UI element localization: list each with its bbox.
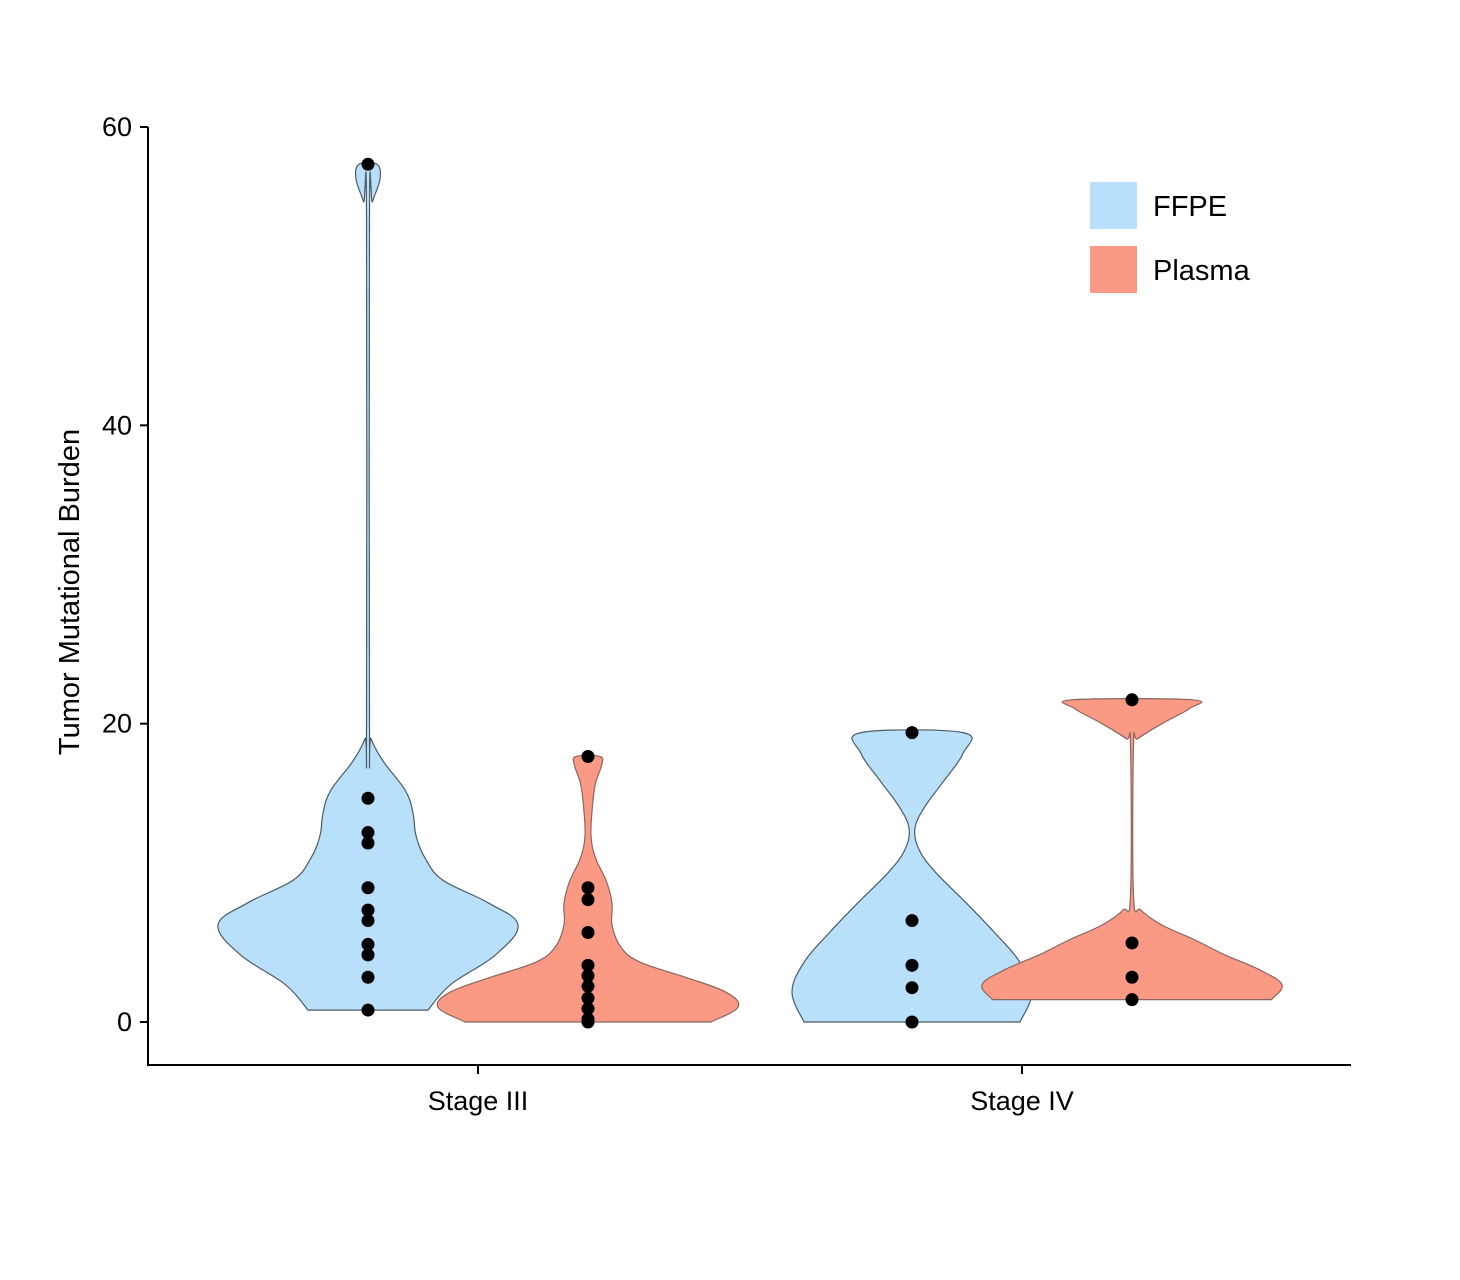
data-point: [581, 969, 595, 983]
data-point: [905, 914, 919, 928]
data-point: [361, 826, 375, 840]
y-tick-label: 60: [102, 112, 132, 142]
data-point: [361, 157, 375, 171]
data-point: [905, 1015, 919, 1029]
data-point: [581, 991, 595, 1005]
data-point: [361, 937, 375, 951]
data-point: [361, 881, 375, 895]
legend: FFPE Plasma: [1090, 182, 1251, 293]
data-point: [1125, 993, 1139, 1007]
y-tick-label: 20: [102, 709, 132, 739]
axes: [147, 127, 1351, 1066]
x-ticks: Stage III Stage IV: [428, 1065, 1074, 1116]
data-point: [581, 979, 595, 993]
data-point: [581, 893, 595, 907]
data-point: [1125, 936, 1139, 950]
y-tick-label: 40: [102, 410, 132, 440]
data-point: [905, 958, 919, 972]
data-point: [361, 836, 375, 850]
legend-label-ffpe: FFPE: [1153, 191, 1227, 223]
legend-swatch-ffpe: [1090, 182, 1137, 229]
data-point: [581, 1002, 595, 1016]
data-point: [581, 749, 595, 763]
violin-plasma-stage-iv: [981, 698, 1283, 1001]
data-point: [361, 903, 375, 917]
y-tick-label: 0: [117, 1007, 132, 1037]
data-point: [1125, 970, 1139, 984]
data-point: [361, 948, 375, 962]
legend-swatch-plasma: [1090, 246, 1137, 293]
y-axis-title: Tumor Mutational Burden: [54, 429, 86, 755]
legend-label-plasma: Plasma: [1153, 255, 1251, 287]
data-point: [905, 726, 919, 740]
data-points: [361, 157, 1139, 1029]
x-tick-label: Stage III: [428, 1086, 529, 1116]
data-point: [361, 970, 375, 984]
y-ticks: 0 20 40 60: [102, 112, 148, 1037]
data-point: [361, 1003, 375, 1017]
data-point: [581, 1015, 595, 1029]
data-point: [581, 881, 595, 895]
data-point: [581, 958, 595, 972]
data-point: [905, 981, 919, 995]
data-point: [361, 914, 375, 928]
data-point: [1125, 693, 1139, 707]
x-tick-label: Stage IV: [970, 1086, 1074, 1116]
data-point: [581, 926, 595, 939]
data-point: [361, 791, 375, 805]
